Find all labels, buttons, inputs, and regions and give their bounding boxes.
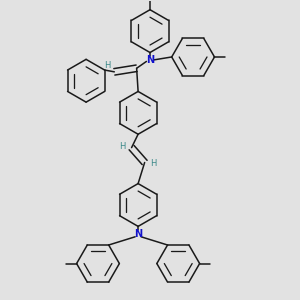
Text: H: H — [150, 160, 157, 169]
Text: N: N — [146, 55, 154, 65]
Text: N: N — [134, 229, 142, 239]
Text: H: H — [105, 61, 111, 70]
Text: H: H — [119, 142, 126, 151]
